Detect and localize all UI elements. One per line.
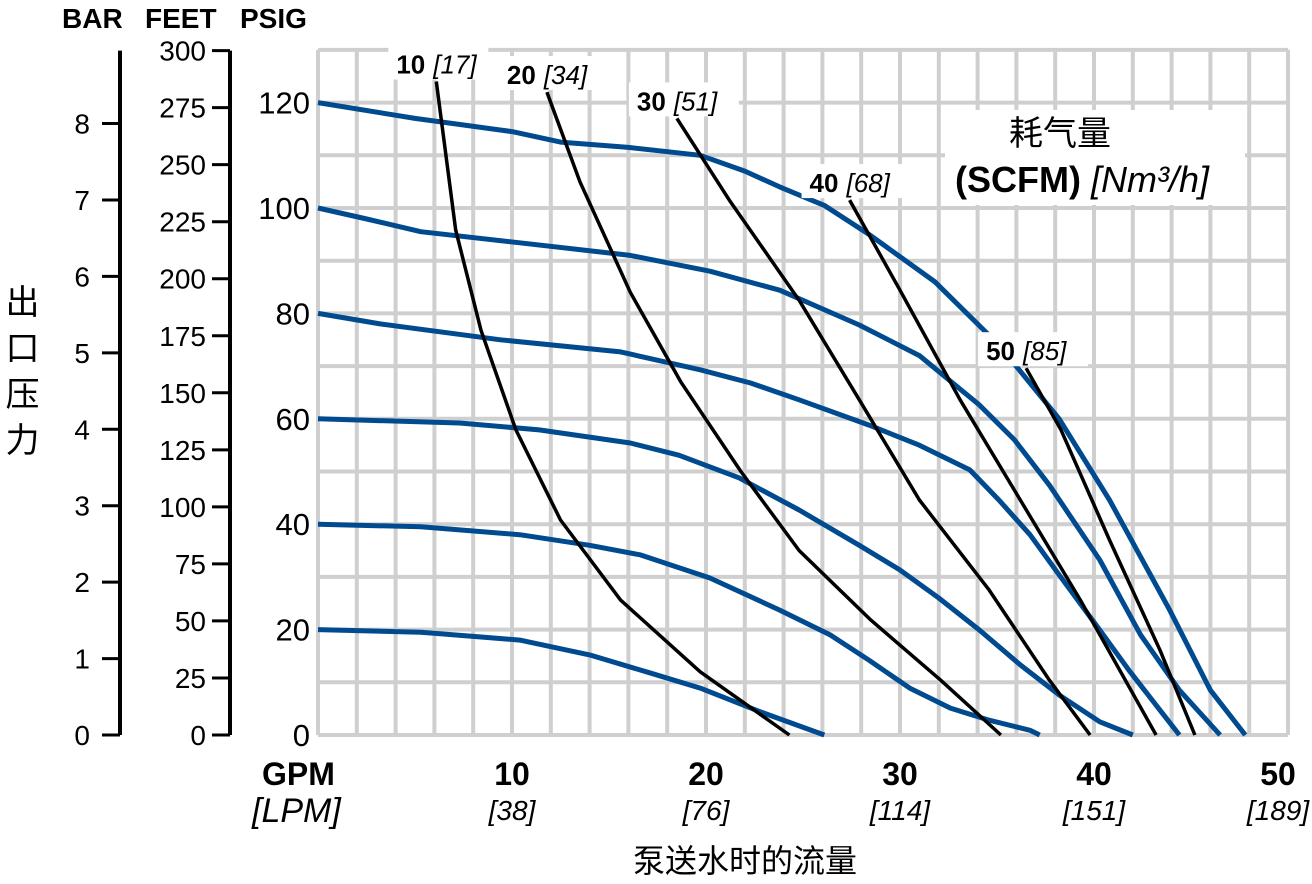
- feet-tick-label: 125: [159, 435, 206, 466]
- feet-tick-label: 175: [159, 321, 206, 352]
- legend-title-nm3h: [Nm³/h]: [1090, 159, 1210, 200]
- air-curve-label: 30 [51]: [637, 86, 718, 116]
- air-curve-scfm: 50: [986, 336, 1015, 366]
- psig-tick-label: 80: [276, 296, 310, 331]
- feet-tick-label: 300: [159, 36, 206, 67]
- feet-tick-label: 200: [159, 264, 206, 295]
- x-axis-label: 泵送水时的流量: [633, 843, 857, 879]
- air-curve-label-background: [498, 56, 609, 91]
- air-curve-label: 20 [34]: [507, 60, 588, 90]
- axes: 0204060801001200255075100125150175200225…: [74, 36, 1310, 826]
- air-consumption-curves: 10 [17] 20 [34] 30 [51] 40 [68] 50 [85]: [388, 45, 1197, 737]
- x-tick-label: 30: [882, 756, 918, 792]
- air-curve-label-background: [388, 45, 489, 80]
- feet-tick-label: 75: [175, 549, 206, 580]
- legend-title-scfm: (SCFM): [955, 159, 1081, 200]
- bar-tick-label: 4: [74, 414, 90, 445]
- air-curve-10-scfm: [434, 81, 791, 737]
- air-curve-label-background: [978, 332, 1089, 367]
- air-curve-nm3h: [17]: [432, 50, 477, 80]
- legend-title-background: [945, 110, 1245, 205]
- feet-tick-label: 100: [159, 492, 206, 523]
- psig-tick-label: 20: [276, 613, 310, 648]
- air-curve-scfm: 20: [507, 60, 536, 90]
- air-curve-nm3h: [85]: [1022, 336, 1067, 366]
- bar-axis-header: BAR: [62, 3, 123, 34]
- pressure-curve-1: [317, 100, 1248, 737]
- air-curve-label: 50 [85]: [986, 336, 1067, 366]
- legend-title-line2: (SCFM) [Nm³/h]: [955, 159, 1210, 200]
- air-curve-30-scfm: [675, 117, 1092, 737]
- pressure-curve-3: [317, 310, 1182, 737]
- psig-tick-label: 100: [258, 191, 310, 226]
- x-tick-sublabel: [76]: [682, 795, 731, 826]
- x-unit-gpm: GPM: [262, 756, 335, 792]
- x-tick-sublabel: [151]: [1062, 795, 1126, 826]
- feet-tick-label: 150: [159, 378, 206, 409]
- feet-tick-label: 0: [190, 720, 206, 751]
- bar-tick-label: 8: [74, 109, 90, 140]
- x-tick-sublabel: [189]: [1246, 795, 1310, 826]
- air-curve-nm3h: [34]: [543, 60, 588, 90]
- bar-tick-label: 6: [74, 261, 90, 292]
- x-tick-label: 40: [1076, 756, 1112, 792]
- x-tick-sublabel: [114]: [869, 795, 931, 826]
- feet-axis-header: FEET: [145, 3, 217, 34]
- x-tick-label: 20: [688, 756, 724, 792]
- psig-tick-label: 60: [276, 402, 310, 437]
- psig-axis-header: PSIG: [240, 3, 307, 34]
- feet-tick-label: 250: [159, 150, 206, 181]
- psig-tick-label: 40: [276, 507, 310, 542]
- air-curve-scfm: 10: [396, 50, 425, 80]
- bar-tick-label: 3: [74, 491, 90, 522]
- feet-tick-label: 275: [159, 93, 206, 124]
- bar-tick-label: 0: [74, 720, 90, 751]
- legend-title-line1: 耗气量: [1009, 115, 1111, 153]
- air-curve-label-background: [801, 164, 912, 199]
- air-curve-nm3h: [51]: [673, 86, 718, 116]
- air-curve-scfm: 30: [637, 86, 666, 116]
- air-curve-40-scfm: [848, 199, 1158, 736]
- x-tick-label: 10: [494, 756, 530, 792]
- bar-tick-label: 5: [74, 338, 90, 369]
- bar-tick-label: 2: [74, 567, 90, 598]
- air-curve-label: 10 [17]: [396, 50, 477, 80]
- feet-tick-label: 25: [175, 663, 206, 694]
- air-curve-label: 40 [68]: [810, 168, 891, 198]
- pressure-curve-6: [317, 627, 826, 738]
- psig-tick-label: 0: [293, 718, 310, 753]
- x-tick-sublabel: [38]: [488, 795, 537, 826]
- bar-tick-label: 7: [74, 185, 90, 216]
- psig-tick-label: 120: [258, 86, 310, 121]
- feet-tick-label: 225: [159, 207, 206, 238]
- bar-tick-label: 1: [74, 644, 90, 675]
- x-unit-lpm: [LPM]: [251, 792, 342, 830]
- y-axis-label: 出口压力: [0, 284, 39, 468]
- pressure-curve-4: [317, 416, 1134, 738]
- air-curve-20-scfm: [545, 91, 1003, 737]
- air-curve-label-background: [628, 82, 739, 117]
- feet-tick-label: 50: [175, 606, 206, 637]
- x-tick-label: 50: [1260, 756, 1296, 792]
- air-curve-nm3h: [68]: [845, 168, 890, 198]
- air-curve-50-scfm: [1024, 367, 1197, 736]
- pressure-curve-2: [317, 205, 1222, 737]
- air-curve-scfm: 40: [810, 168, 839, 198]
